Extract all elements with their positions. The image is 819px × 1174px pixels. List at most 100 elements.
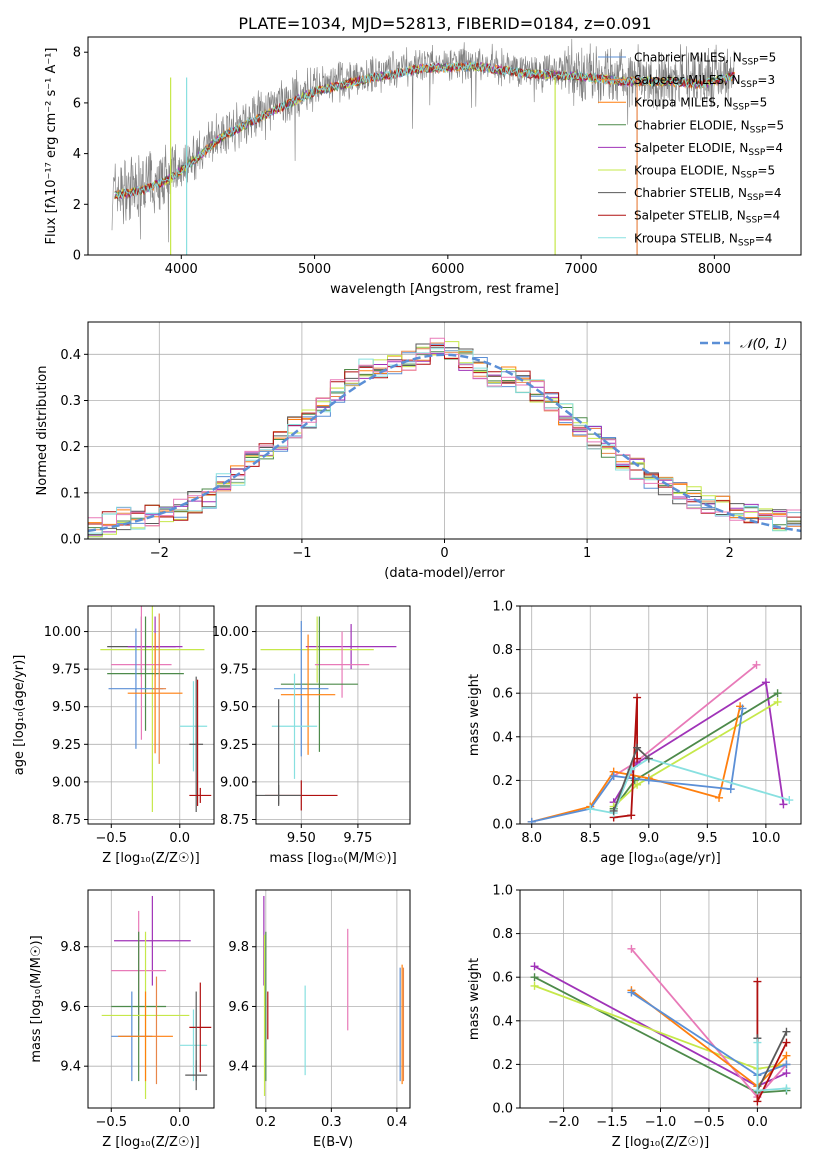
axes-frame	[255, 605, 411, 825]
y-tick-label: 0.0	[492, 818, 513, 833]
legend-label: Kroupa MILES, NSSP=5	[634, 96, 767, 113]
y-tick-label: 9.25	[52, 738, 81, 753]
y-tick-label: 0.2	[60, 440, 81, 455]
x-axis-label: mass [log₁₀(M/M☉)]	[269, 851, 396, 866]
weight-marker	[527, 817, 536, 824]
x-tick-label: 9.75	[343, 831, 372, 846]
weight-marker	[644, 776, 653, 785]
x-tick-label: −2	[150, 546, 169, 561]
legend-label-suffix: =5	[757, 164, 775, 178]
axes-frame	[87, 321, 802, 540]
x-tick-label: 8000	[698, 262, 731, 277]
legend-label-suffix: =5	[766, 118, 784, 132]
plot-area	[100, 606, 212, 812]
legend-label-suffix: =4	[763, 209, 781, 223]
weight-marker	[753, 1086, 762, 1095]
y-axis-label: mass [log₁₀(M/M☉)]	[29, 935, 44, 1062]
weight-marker	[752, 660, 761, 669]
weight-marker	[782, 1069, 791, 1078]
weight-marker	[530, 981, 539, 990]
legend-label-main: Kroupa STELIB, N	[634, 231, 738, 245]
y-tick-label: 0.0	[492, 1102, 513, 1117]
mass-vs-ebv-panel: 0.2 0.3 0.4 9.4 9.6 9.8 E(B-V)	[228, 889, 411, 1150]
axes-frame	[87, 605, 215, 825]
legend-label-sub: SSP	[738, 238, 755, 248]
y-tick-label: 1.0	[492, 884, 513, 899]
x-tick-label: −1.5	[596, 1115, 628, 1130]
weight-marker	[609, 772, 618, 781]
age-vs-mass-panel: 9.50 9.75 8.75 9.00 9.25 9.50 9.75 10.00 mass [l…	[212, 605, 411, 866]
x-tick-label: 0	[440, 546, 448, 561]
y-axis-label: mass weight	[467, 958, 482, 1040]
weight-marker	[633, 780, 642, 789]
x-tick-label: −2.0	[548, 1115, 580, 1130]
y-tick-label: 9.8	[228, 940, 249, 955]
y-tick-label: 9.50	[220, 700, 249, 715]
y-tick-label: 0.2	[492, 1058, 513, 1073]
plot-area	[530, 944, 791, 1106]
y-tick-label: 0.1	[60, 486, 81, 501]
y-tick-label: 0.3	[60, 394, 81, 409]
legend-label-main: Salpeter MILES, N	[634, 73, 741, 87]
weight-line	[531, 706, 741, 823]
x-axis-label: Z [log₁₀(Z/Z☉)]	[612, 1135, 709, 1150]
legend-label-sub: SSP	[742, 58, 759, 68]
weight-marker	[773, 697, 782, 706]
y-tick-label: 8.75	[52, 813, 81, 828]
weight-line	[590, 757, 790, 815]
weight-marker	[633, 743, 642, 752]
x-tick-label: −0.5	[95, 831, 127, 846]
weight-marker	[644, 754, 653, 763]
axes-frame	[519, 605, 802, 825]
age-vs-metallicity-panel: −0.5 0.0 8.75 9.00 9.25 9.50 9.75 10.00 Z [log₁₀…	[12, 605, 215, 866]
y-tick-label: 9.00	[52, 775, 81, 790]
axes-frame	[255, 889, 411, 1109]
y-tick-label: 0.0	[60, 533, 81, 548]
y-tick-label: 2	[73, 198, 81, 213]
x-tick-label: 9.5	[697, 831, 718, 846]
y-tick-label: 10.00	[44, 625, 81, 640]
y-tick-label: 6	[73, 96, 81, 111]
y-tick-label: 9.25	[220, 738, 249, 753]
weight-marker	[782, 1051, 791, 1060]
weight-marker	[753, 1097, 762, 1106]
weight-marker	[627, 811, 636, 820]
y-tick-label: 0.4	[492, 1014, 513, 1029]
plot-area	[101, 895, 212, 1100]
x-tick-label: −0.5	[95, 1115, 127, 1130]
spectrum-panel: 4000 5000 6000 7000 8000 0 2 4 6 8 wavelength [Ang…	[44, 36, 802, 297]
x-tick-label: 8.5	[580, 831, 601, 846]
x-tick-label: 0.0	[747, 1115, 768, 1130]
x-tick-label: 0.2	[255, 1115, 276, 1130]
y-tick-label: 10.00	[212, 625, 249, 640]
y-tick-label: 0.8	[492, 643, 513, 658]
legend-label-main: Kroupa ELODIE, N	[634, 164, 741, 178]
x-axis-label: age [log₁₀(age/yr)]	[600, 851, 721, 866]
y-axis-label: Flux [fλ10⁻¹⁷ erg cm⁻² s⁻¹ A⁻¹]	[44, 48, 59, 245]
x-tick-label: 0.4	[387, 1115, 408, 1130]
massweight-vs-age-panel: 8.0 8.5 9.0 9.5 10.0 0.0 0.2 0.4 0.6 0.8 1.0 age [l…	[467, 600, 802, 866]
y-tick-label: 0	[73, 249, 81, 264]
y-tick-label: 0.8	[492, 927, 513, 942]
y-tick-label: 0.4	[492, 730, 513, 745]
y-tick-label: 9.6	[228, 1000, 249, 1015]
legend-label-sub: SSP	[741, 171, 758, 181]
y-tick-label: 1.0	[492, 600, 513, 615]
legend-label-main: Chabrier ELODIE, N	[634, 118, 750, 132]
legend-label-sub: SSP	[746, 216, 763, 226]
weight-marker	[773, 689, 782, 698]
residuals-panel: −2 −1 0 1 2 0.0 0.1 0.2 0.3 0.4 (data-model)/error…	[35, 321, 802, 581]
x-tick-label: 9.50	[287, 831, 316, 846]
x-tick-label: −1	[292, 546, 311, 561]
weight-line	[531, 708, 744, 823]
y-axis-label: Normed distribution	[35, 366, 50, 496]
legend-label: Chabrier MILES, NSSP=5	[634, 51, 776, 68]
x-tick-label: −0.5	[693, 1115, 725, 1130]
x-tick-label: 8.0	[521, 831, 542, 846]
legend-label-suffix: =5	[750, 96, 768, 110]
legend-label: Chabrier ELODIE, NSSP=5	[634, 118, 784, 135]
model-spectrum-kroupa-stelib	[114, 60, 735, 201]
weight-marker	[530, 973, 539, 982]
weight-marker	[782, 1027, 791, 1036]
